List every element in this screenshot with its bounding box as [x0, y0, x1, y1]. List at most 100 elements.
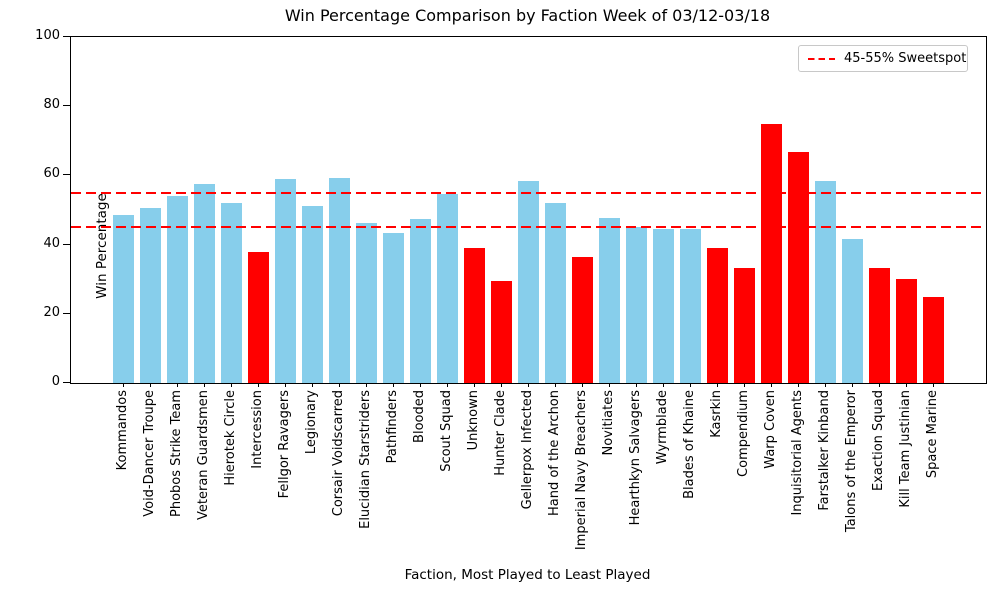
x-tick-label: Wyrmblade — [655, 390, 670, 465]
x-tick — [284, 383, 286, 387]
x-tick — [419, 383, 421, 387]
x-tick-label: Veteran Guardsmen — [196, 390, 211, 520]
x-tick — [554, 383, 556, 387]
x-tick-label: Elucidian Starstriders — [358, 390, 373, 529]
bar — [653, 229, 674, 383]
bar — [626, 227, 647, 383]
legend-dashed-line-icon — [808, 57, 835, 60]
y-tick — [63, 174, 70, 176]
x-tick — [716, 383, 718, 387]
y-axis-label: Win Percentage — [94, 193, 110, 299]
x-tick — [257, 383, 259, 387]
bar — [572, 257, 593, 383]
x-tick-label: Unknown — [466, 390, 481, 451]
y-tick-label: 60 — [43, 166, 60, 182]
x-tick-label: Kasrkin — [709, 390, 724, 438]
bar — [194, 184, 215, 383]
y-tick-label: 20 — [43, 304, 60, 320]
x-tick-label: Exaction Squad — [871, 390, 886, 492]
x-tick-label: Scout Squad — [439, 390, 454, 472]
x-tick — [581, 383, 583, 387]
bar — [869, 267, 890, 383]
chart-title: Win Percentage Comparison by Faction Wee… — [284, 6, 771, 25]
x-tick-label: Legionary — [304, 390, 319, 455]
x-tick — [851, 383, 853, 387]
x-tick — [500, 383, 502, 387]
bar — [140, 207, 161, 383]
x-tick — [689, 383, 691, 387]
y-tick — [63, 243, 70, 245]
reference-line-55 — [71, 191, 986, 194]
x-tick — [446, 383, 448, 387]
x-tick-label: Space Marine — [925, 390, 940, 479]
bar — [356, 222, 377, 383]
bar — [221, 203, 242, 383]
bar — [248, 251, 269, 383]
bar — [842, 238, 863, 383]
bar — [437, 194, 458, 383]
x-tick — [743, 383, 745, 387]
bar — [518, 180, 539, 383]
bar — [410, 218, 431, 383]
y-tick-label: 40 — [43, 235, 60, 251]
x-tick-label: Hunter Clade — [493, 390, 508, 476]
x-tick — [770, 383, 772, 387]
x-axis-label: Faction, Most Played to Least Played — [404, 567, 651, 583]
x-tick — [635, 383, 637, 387]
bar — [707, 248, 728, 383]
x-tick — [473, 383, 475, 387]
x-tick-label: Hearthkyn Salvagers — [628, 390, 643, 526]
x-tick-label: Warp Coven — [763, 390, 778, 469]
x-tick-label: Kommandos — [115, 390, 130, 471]
x-tick — [311, 383, 313, 387]
x-tick — [122, 383, 124, 387]
x-tick — [365, 383, 367, 387]
bar — [734, 267, 755, 383]
bar — [491, 280, 512, 383]
x-tick — [905, 383, 907, 387]
x-tick — [203, 383, 205, 387]
x-tick-label: Talons of the Emperor — [844, 390, 859, 533]
bar — [599, 217, 620, 383]
bar — [923, 296, 944, 383]
x-tick — [932, 383, 934, 387]
bar — [464, 248, 485, 383]
bar — [383, 232, 404, 383]
bar — [680, 229, 701, 383]
x-tick — [662, 383, 664, 387]
x-tick — [392, 383, 394, 387]
y-tick — [63, 36, 70, 37]
bar — [815, 180, 836, 383]
bar — [545, 203, 566, 383]
x-tick-label: Kill Team Justinian — [898, 390, 913, 508]
x-tick-label: Inquisitorial Agents — [790, 390, 805, 516]
x-tick — [824, 383, 826, 387]
x-tick-label: Novitiates — [601, 390, 616, 456]
x-tick — [338, 383, 340, 387]
x-tick-label: Imperial Navy Breachers — [574, 390, 589, 551]
bar — [302, 205, 323, 383]
x-tick-label: Hierotek Circle — [223, 390, 238, 486]
legend: 45-55% Sweetspot — [798, 45, 968, 72]
legend-label: 45-55% Sweetspot — [844, 51, 967, 66]
x-tick — [608, 383, 610, 387]
y-tick — [63, 382, 70, 383]
x-tick-label: Intercession — [250, 390, 265, 469]
bar — [167, 196, 188, 383]
x-tick-label: Blades of Khaine — [682, 390, 697, 499]
x-tick-label: Hand of the Archon — [547, 390, 562, 517]
x-tick-label: Fellgor Ravagers — [277, 390, 292, 499]
x-tick-label: Void-Dancer Troupe — [142, 390, 157, 517]
x-tick — [878, 383, 880, 387]
bar — [761, 123, 782, 383]
bar — [275, 178, 296, 383]
bar — [113, 215, 134, 383]
y-tick — [63, 312, 70, 314]
y-tick — [63, 105, 70, 107]
bar — [788, 151, 809, 383]
x-tick-label: Blooded — [412, 390, 427, 443]
y-tick-label: 0 — [51, 374, 60, 389]
x-tick-label: Compendium — [736, 390, 751, 477]
x-tick — [797, 383, 799, 387]
x-tick-label: Phobos Strike Team — [169, 390, 184, 518]
